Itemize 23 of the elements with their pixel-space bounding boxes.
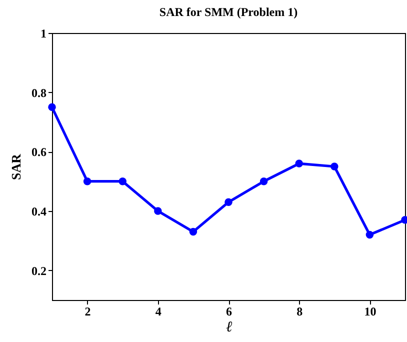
y-tick-label: 0.2	[32, 264, 46, 278]
y-axis-title: SAR	[8, 153, 24, 180]
point	[260, 177, 268, 186]
y-tick-label: 0.6	[32, 145, 46, 160]
chart-title: SAR for SMM (Problem 1)	[159, 5, 298, 19]
point	[330, 162, 338, 170]
point	[118, 177, 126, 186]
point	[83, 177, 92, 186]
point	[366, 230, 374, 239]
y-tick-label: 1	[40, 26, 46, 40]
x-tick-label: 6	[226, 304, 232, 318]
x-tick-label: 4	[155, 304, 162, 318]
y-tick-label: 0.8	[32, 86, 46, 100]
x-axis-title: ℓ	[226, 320, 233, 336]
point	[48, 103, 56, 112]
x-tick-label: 10	[364, 304, 376, 318]
point	[154, 207, 162, 215]
point	[224, 198, 232, 206]
point	[295, 160, 303, 168]
point	[189, 228, 198, 236]
x-tick-label: 8	[296, 304, 303, 318]
y-tick-label: 0.4	[32, 204, 46, 218]
x-tick-label: 2	[84, 304, 91, 318]
